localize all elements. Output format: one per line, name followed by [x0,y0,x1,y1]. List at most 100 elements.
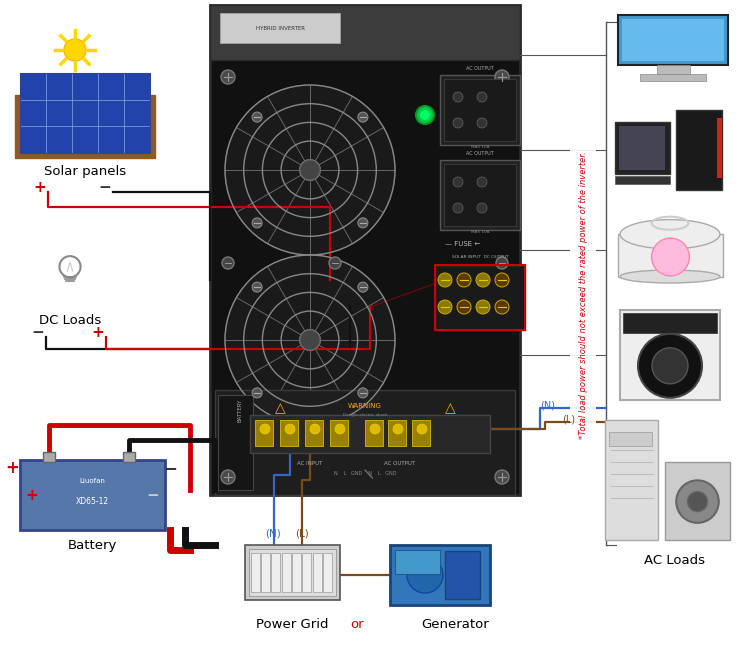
Bar [605,420,658,540]
Circle shape [438,273,452,287]
Bar [220,13,340,43]
Text: or: or [350,618,364,631]
Text: Generator: Generator [422,618,489,631]
Bar [210,5,520,495]
Bar [251,553,260,592]
Text: *Total load power should not exceed the rated power of the inverter.: *Total load power should not exceed the … [578,151,587,439]
Text: Battery: Battery [68,539,117,552]
Text: DC Loads: DC Loads [39,313,101,326]
Bar [444,79,516,141]
Bar [435,265,525,330]
Text: AC OUTPUT: AC OUTPUT [466,151,494,156]
Circle shape [416,106,434,124]
Text: — FUSE ←: — FUSE ← [445,241,480,247]
Bar [210,5,520,60]
Bar [717,118,722,178]
Circle shape [358,112,368,122]
Bar [218,395,253,490]
Text: AC OUTPUT: AC OUTPUT [385,461,416,466]
Bar [445,551,480,599]
Circle shape [438,300,452,314]
Circle shape [370,424,380,434]
Bar [255,420,273,446]
Bar [619,126,665,170]
Circle shape [453,118,463,128]
Circle shape [453,203,463,213]
Bar [620,310,720,400]
Bar [440,160,520,230]
Text: (L): (L) [295,528,309,538]
Text: AC Loads: AC Loads [644,554,706,567]
Circle shape [252,218,262,228]
Circle shape [477,203,487,213]
Circle shape [495,273,509,287]
Circle shape [652,348,688,384]
Text: △: △ [445,401,455,415]
Circle shape [64,39,86,61]
Text: WARNING: WARNING [348,403,382,409]
Bar [609,432,652,447]
Bar [365,420,383,446]
Text: (N): (N) [541,400,556,410]
Bar [302,553,311,592]
Polygon shape [15,95,155,158]
Bar [665,462,730,540]
Bar [20,460,165,530]
Circle shape [652,238,689,276]
Circle shape [453,92,463,102]
Circle shape [225,255,395,425]
Text: MAX 10A: MAX 10A [471,145,489,149]
Circle shape [495,470,509,484]
Circle shape [358,218,368,228]
Text: +: + [34,180,46,195]
Circle shape [222,257,234,269]
Text: −: − [147,487,159,502]
Ellipse shape [620,270,720,283]
Text: N    L   GND    N    L   GND: N L GND N L GND [334,471,396,476]
Circle shape [495,70,509,84]
Text: +: + [92,325,104,340]
Bar [676,110,722,190]
Circle shape [495,300,509,314]
Bar [215,390,515,495]
Circle shape [393,424,403,434]
Circle shape [252,112,262,122]
Text: Danger-electric shock: Danger-electric shock [343,413,387,417]
Bar [250,415,490,453]
Circle shape [476,273,490,287]
Circle shape [457,300,471,314]
Text: Solar panels: Solar panels [44,165,126,178]
Text: MAX 10A: MAX 10A [471,230,489,234]
Bar [622,19,724,62]
Circle shape [225,85,395,255]
Text: +: + [5,459,19,477]
Circle shape [252,282,262,292]
Bar [330,420,348,446]
Text: −: − [32,325,44,340]
Text: Liuofan: Liuofan [79,478,105,484]
Bar [618,15,728,66]
Bar [280,420,298,446]
Bar [43,452,55,462]
Bar [388,420,406,446]
Bar [249,549,336,596]
Bar [282,553,291,592]
Bar [292,553,301,592]
Text: (N): (N) [266,528,281,538]
Bar [412,420,430,446]
Text: (L): (L) [562,415,575,425]
Circle shape [688,491,707,511]
Text: −: − [99,180,111,195]
Circle shape [638,334,702,398]
Circle shape [477,118,487,128]
Bar [245,545,340,600]
Text: SOLAR INPUT  DC OUTPUT: SOLAR INPUT DC OUTPUT [452,255,509,259]
Circle shape [260,424,270,434]
Text: Power Grid: Power Grid [256,618,328,631]
Bar [395,550,440,574]
Text: AC INPUT: AC INPUT [297,461,322,466]
Text: BATTERY: BATTERY [238,398,242,422]
Bar [20,73,150,153]
Circle shape [358,282,368,292]
Bar [640,74,706,80]
